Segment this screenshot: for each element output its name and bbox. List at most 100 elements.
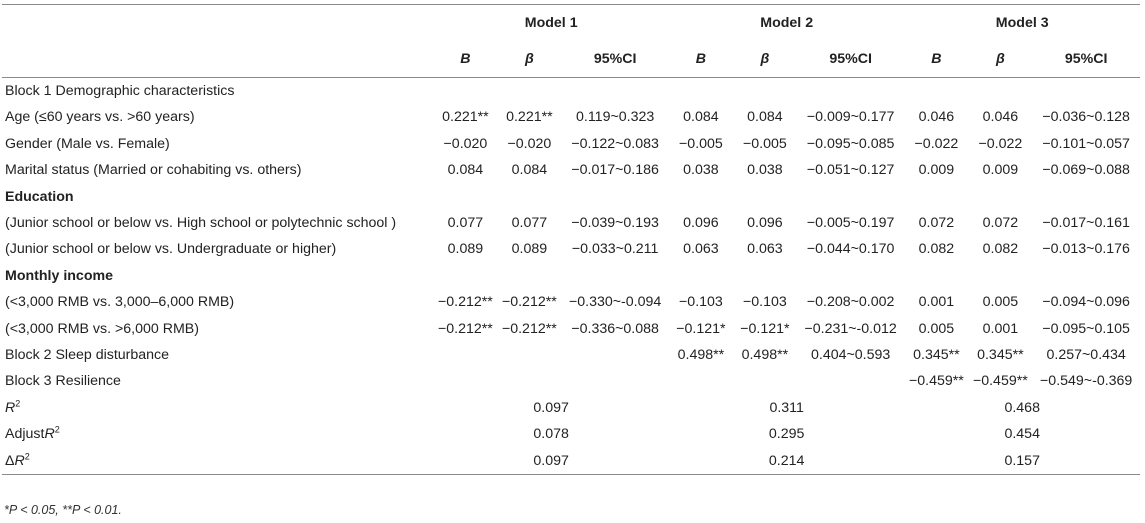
table-cell: −0.094~0.096 xyxy=(1042,294,1130,311)
table-cell: −0.459** xyxy=(972,373,1028,390)
subheader-b: B xyxy=(433,41,498,78)
table-cell: −0.212** xyxy=(437,320,493,337)
table-cell xyxy=(1032,78,1140,105)
table-cell: 0.005 xyxy=(918,320,955,337)
table-cell xyxy=(669,78,733,105)
table-cell: −0.103 xyxy=(679,294,723,311)
table-cell: −0.069~0.088 xyxy=(1042,162,1130,179)
table-cell: 0.082 xyxy=(982,241,1019,258)
summary-label-superscript: 2 xyxy=(15,398,21,409)
row-label: Block 1 Demographic characteristics xyxy=(5,83,235,99)
table-cell: −0.017~0.161 xyxy=(1042,215,1130,232)
table-row: Block 2 Sleep disturbance 0.498** 0.498** 0… xyxy=(2,342,1140,368)
table-cell xyxy=(497,184,561,210)
table-cell xyxy=(561,263,669,289)
subheader-ci: 95%CI xyxy=(561,41,669,78)
table-cell: −0.095~0.085 xyxy=(806,135,895,152)
summary-label: ΔR2 xyxy=(2,447,434,476)
table-row: Block 1 Demographic characteristics xyxy=(2,78,1140,105)
summary-label-symbol: R xyxy=(14,452,25,469)
table-cell xyxy=(669,184,733,210)
table-cell: 0.498** xyxy=(677,347,725,364)
table-cell: −0.095~0.105 xyxy=(1042,320,1130,337)
table-row: Monthly income xyxy=(2,263,1140,289)
table-row: Marital status (Married or cohabiting vs… xyxy=(2,157,1140,183)
table-cell xyxy=(433,368,497,394)
table-cell: −0.022 xyxy=(914,135,959,152)
summary-row: ΔR2 0.097 0.214 0.157 xyxy=(2,447,1140,476)
row-label: Block 2 Sleep disturbance xyxy=(5,347,170,364)
table-cell xyxy=(497,263,561,289)
row-label: Education xyxy=(5,188,74,205)
table-cell: −0.459** xyxy=(908,373,964,390)
model-1-header: Model 1 xyxy=(433,4,669,41)
table-cell: 0.084 xyxy=(747,109,783,126)
table-cell: 0.498** xyxy=(741,347,789,364)
table-cell xyxy=(968,78,1032,105)
table-cell: −0.009~0.177 xyxy=(806,109,895,126)
table-cell xyxy=(561,184,669,210)
table-cell: 0.345** xyxy=(977,347,1024,364)
row-label: Block 3 Resilience xyxy=(5,373,121,390)
row-label: (Junior school or below vs. Undergraduat… xyxy=(5,241,337,258)
table-row: Age (≤60 years vs. >60 years) 0.221** 0.22… xyxy=(2,104,1140,130)
table-cell: 0.001 xyxy=(982,320,1019,337)
table-row: (<3,000 RMB vs. >6,000 RMB) −0.212** −0.21… xyxy=(2,316,1140,342)
subheader-ci: 95%CI xyxy=(1032,41,1140,78)
table-cell: 0.089 xyxy=(511,241,548,258)
subheader-ci: 95%CI xyxy=(796,41,905,78)
table-cell xyxy=(968,184,1032,210)
table-cell xyxy=(733,368,797,394)
table-cell xyxy=(497,368,561,394)
subheader-b: B xyxy=(904,41,969,78)
table-cell xyxy=(433,342,497,368)
table-cell xyxy=(733,184,797,210)
row-label: Age (≤60 years vs. >60 years) xyxy=(5,109,195,126)
table-cell: −0.022 xyxy=(978,135,1023,152)
summary-value: 0.097 xyxy=(433,447,669,476)
table-cell: 0.221** xyxy=(506,109,553,126)
table-cell: −0.122~0.083 xyxy=(571,135,659,152)
table-cell: −0.231~-0.012 xyxy=(804,320,897,337)
table-cell xyxy=(733,78,797,105)
subheader-beta: β xyxy=(732,41,797,78)
row-label: Monthly income xyxy=(5,267,113,284)
table-cell: −0.017~0.186 xyxy=(571,162,659,179)
summary-value: 0.214 xyxy=(668,447,905,476)
table-cell: 0.345** xyxy=(913,347,960,364)
table-cell xyxy=(1032,184,1140,210)
table-cell: 0.084 xyxy=(683,109,719,126)
table-cell: −0.330~-0.094 xyxy=(568,294,662,311)
table-cell xyxy=(968,263,1032,289)
table-cell xyxy=(497,78,561,105)
table-cell xyxy=(561,368,669,394)
subheader-b: B xyxy=(668,41,733,78)
table-cell: −0.212** xyxy=(437,294,493,311)
table-cell xyxy=(797,184,905,210)
table-cell: −0.036~0.128 xyxy=(1042,109,1130,126)
table-cell xyxy=(433,263,497,289)
table-cell xyxy=(433,78,497,105)
subheader-beta: β xyxy=(497,41,562,78)
summary-label: R2 xyxy=(2,395,433,421)
table-cell: −0.121* xyxy=(676,320,726,337)
table-cell xyxy=(561,78,669,105)
subheader-row: B β 95%CI B β 95%CI B β 95%CI xyxy=(2,41,1140,78)
table-cell: 0.063 xyxy=(683,241,719,258)
table-row: (<3,000 RMB vs. 3,000–6,000 RMB) −0.212**… xyxy=(2,289,1140,315)
row-label: Marital status (Married or cohabiting vs… xyxy=(5,162,302,179)
table-cell: −0.033~0.211 xyxy=(571,241,659,258)
table-row: (Junior school or below vs. Undergraduat… xyxy=(2,236,1140,262)
table-cell: −0.044~0.170 xyxy=(806,241,895,258)
table-cell: −0.212** xyxy=(501,294,557,311)
table-cell: 0.009 xyxy=(918,162,955,179)
table-cell: −0.051~0.127 xyxy=(806,162,895,179)
table-cell: −0.039~0.193 xyxy=(571,215,659,232)
row-label: (<3,000 RMB vs. >6,000 RMB) xyxy=(5,320,199,337)
table-cell xyxy=(669,263,733,289)
table-cell xyxy=(669,368,733,394)
table-cell: 0.119~0.323 xyxy=(576,109,655,126)
model-3-header: Model 3 xyxy=(904,4,1140,41)
summary-value: 0.468 xyxy=(1004,399,1040,416)
table-cell: −0.103 xyxy=(742,294,787,311)
